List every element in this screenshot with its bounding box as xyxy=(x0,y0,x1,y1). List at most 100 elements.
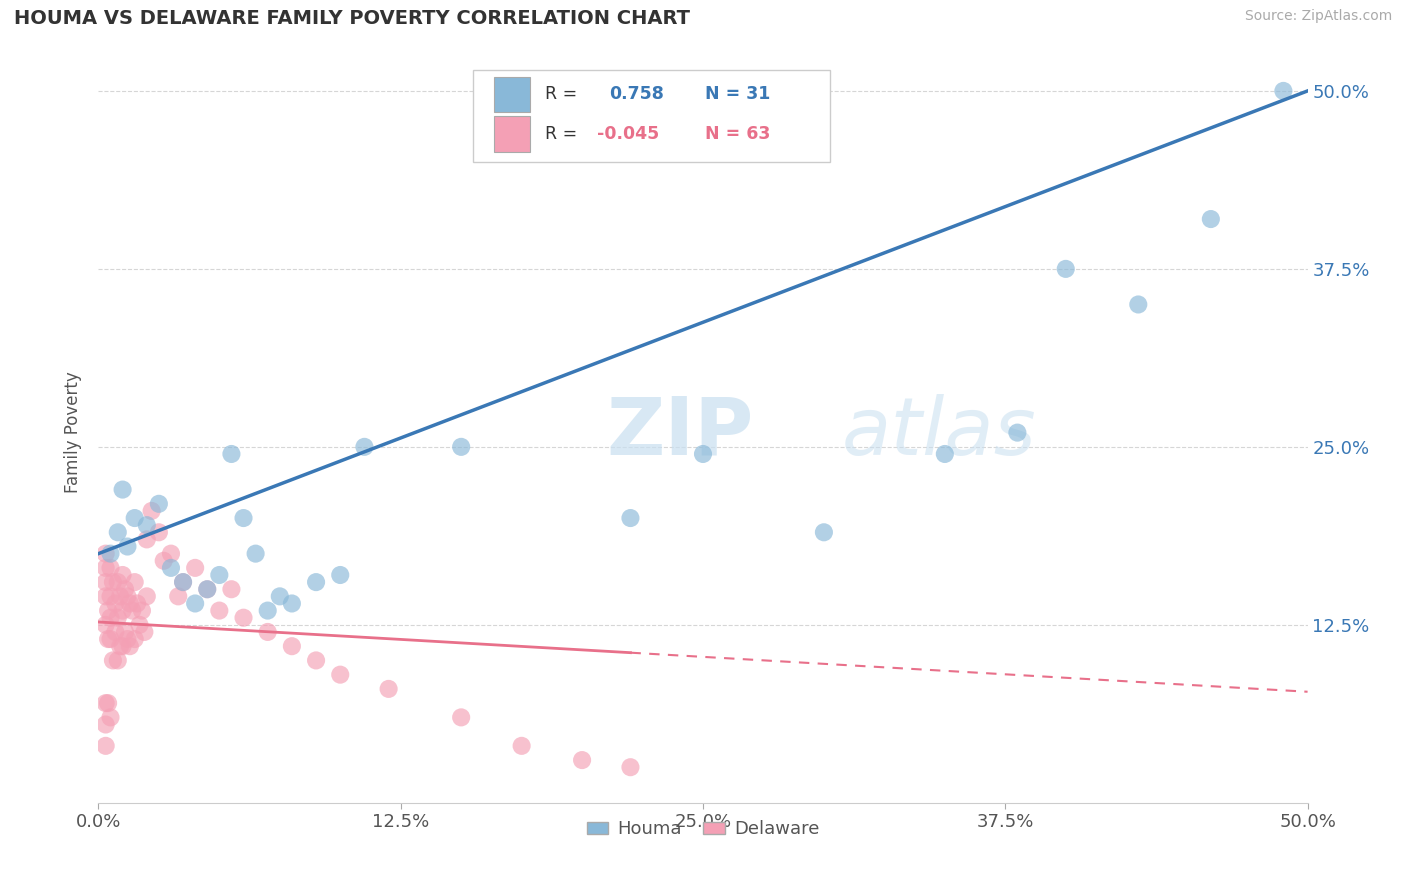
Point xyxy=(124,575,146,590)
Point xyxy=(245,547,267,561)
Point xyxy=(101,575,124,590)
Point xyxy=(100,710,122,724)
Point xyxy=(1128,297,1150,311)
FancyBboxPatch shape xyxy=(474,70,830,162)
Point xyxy=(111,483,134,497)
Point xyxy=(100,590,122,604)
Text: ZIP: ZIP xyxy=(606,393,754,472)
Point xyxy=(221,447,243,461)
Text: -0.045: -0.045 xyxy=(596,125,659,144)
Point xyxy=(131,604,153,618)
Point xyxy=(305,653,328,667)
Point xyxy=(124,511,146,525)
Point xyxy=(934,447,956,461)
Point xyxy=(172,575,194,590)
Point xyxy=(118,639,141,653)
Point xyxy=(107,575,129,590)
Point xyxy=(329,667,352,681)
Point xyxy=(94,575,117,590)
Point xyxy=(97,696,120,710)
Point xyxy=(256,624,278,639)
Point xyxy=(281,639,304,653)
Point xyxy=(111,568,134,582)
Point xyxy=(160,547,183,561)
Point xyxy=(1199,212,1222,227)
Point xyxy=(114,582,136,597)
Point xyxy=(117,632,139,646)
Text: Source: ZipAtlas.com: Source: ZipAtlas.com xyxy=(1244,9,1392,23)
Point xyxy=(377,681,399,696)
Point xyxy=(111,639,134,653)
Point xyxy=(124,632,146,646)
Point xyxy=(104,624,127,639)
Point xyxy=(329,568,352,582)
Point xyxy=(692,447,714,461)
Point xyxy=(97,604,120,618)
Point xyxy=(127,597,149,611)
Point xyxy=(232,610,254,624)
Text: N = 63: N = 63 xyxy=(706,125,770,144)
Point xyxy=(100,561,122,575)
Point xyxy=(94,561,117,575)
Point xyxy=(107,610,129,624)
Point xyxy=(114,624,136,639)
Point xyxy=(107,653,129,667)
Text: atlas: atlas xyxy=(842,393,1036,472)
Point xyxy=(94,696,117,710)
FancyBboxPatch shape xyxy=(494,77,530,112)
Point xyxy=(510,739,533,753)
Point xyxy=(148,497,170,511)
Point xyxy=(134,624,156,639)
Point xyxy=(208,604,231,618)
Point xyxy=(117,540,139,554)
Point xyxy=(184,597,207,611)
Point xyxy=(619,511,641,525)
Point xyxy=(305,575,328,590)
Point xyxy=(100,610,122,624)
Point xyxy=(160,561,183,575)
Point xyxy=(97,632,120,646)
Y-axis label: Family Poverty: Family Poverty xyxy=(65,372,83,493)
Point xyxy=(128,617,150,632)
Point xyxy=(232,511,254,525)
Point xyxy=(353,440,375,454)
Text: R =: R = xyxy=(544,125,582,144)
Point xyxy=(1054,261,1077,276)
Point xyxy=(94,547,117,561)
Point xyxy=(118,597,141,611)
Point xyxy=(1007,425,1029,440)
Point xyxy=(571,753,593,767)
Point xyxy=(152,554,174,568)
Text: 0.758: 0.758 xyxy=(609,86,664,103)
Point xyxy=(221,582,243,597)
Point xyxy=(94,617,117,632)
Point xyxy=(281,597,304,611)
Point xyxy=(148,525,170,540)
Point xyxy=(135,518,157,533)
Point xyxy=(104,597,127,611)
Point xyxy=(208,568,231,582)
Point xyxy=(450,440,472,454)
Text: HOUMA VS DELAWARE FAMILY POVERTY CORRELATION CHART: HOUMA VS DELAWARE FAMILY POVERTY CORRELA… xyxy=(14,9,690,28)
Legend: Houma, Delaware: Houma, Delaware xyxy=(579,814,827,846)
Point xyxy=(100,547,122,561)
Point xyxy=(167,590,190,604)
Point xyxy=(108,590,131,604)
Point xyxy=(117,590,139,604)
Point xyxy=(619,760,641,774)
Point xyxy=(195,582,218,597)
Point xyxy=(172,575,194,590)
Point xyxy=(101,653,124,667)
Point xyxy=(195,582,218,597)
Text: N = 31: N = 31 xyxy=(706,86,770,103)
FancyBboxPatch shape xyxy=(494,117,530,152)
Point xyxy=(100,632,122,646)
Point xyxy=(111,604,134,618)
Point xyxy=(135,590,157,604)
Point xyxy=(94,717,117,731)
Point xyxy=(107,525,129,540)
Point xyxy=(121,604,143,618)
Point xyxy=(94,590,117,604)
Point xyxy=(1272,84,1295,98)
Point xyxy=(256,604,278,618)
